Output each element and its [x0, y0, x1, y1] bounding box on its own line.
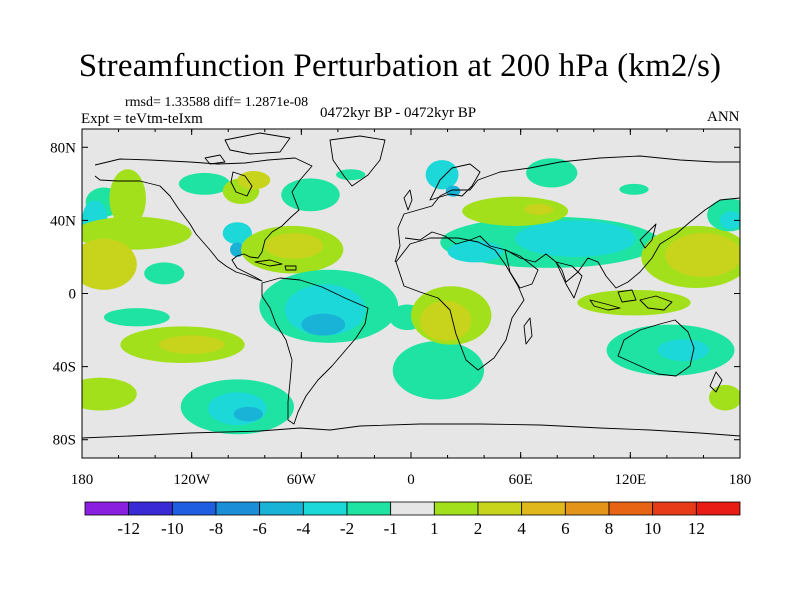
x-tick-label: 120E [614, 472, 646, 488]
colorbar-swatch [564, 501, 610, 516]
contour-region-44 [657, 339, 709, 362]
colorbar-label: 8 [605, 519, 614, 538]
contour-region-38 [577, 289, 691, 316]
x-tick-label: 180 [729, 472, 752, 488]
experiment-label: Expt = teVtm-teIxm [81, 111, 203, 127]
x-tick-label: 180 [71, 472, 94, 488]
contour-region-19 [103, 308, 170, 327]
colorbar-label: -8 [209, 519, 223, 538]
contour-region-34 [515, 220, 636, 257]
contour-region-7 [178, 172, 231, 195]
contour-region-42 [719, 211, 740, 230]
x-tick-label: 60W [287, 472, 317, 488]
colorbar-label: 4 [517, 519, 526, 538]
contour-region-25 [82, 377, 137, 411]
colorbar: -12 -10 -8 -6 -4 -2 -1 1 2 4 6 8 10 12 [84, 501, 741, 538]
colorbar-label: 12 [688, 519, 705, 538]
season-label: ANN [707, 109, 740, 125]
contour-region-24 [158, 335, 225, 354]
colorbar-swatch [128, 501, 173, 516]
contour-region-35 [447, 240, 503, 263]
period-label: 0472kyr BP - 0472kyr BP [320, 105, 477, 121]
colorbar-swatch [695, 501, 741, 516]
contour-region-14 [144, 262, 185, 285]
colorbar-label: 1 [430, 519, 439, 538]
y-tick-label: 0 [69, 287, 77, 303]
colorbar-label: 10 [644, 519, 661, 538]
colorbar-swatch [259, 501, 304, 516]
contour-region-40 [665, 233, 740, 278]
colorbar-swatch [84, 501, 130, 516]
x-tick-label: 120W [173, 472, 211, 488]
colorbar-label: -4 [296, 519, 311, 538]
colorbar-swatch [521, 501, 566, 516]
colorbar-swatch [171, 501, 217, 516]
contour-region-10 [281, 178, 340, 212]
contour-region-9 [237, 171, 271, 190]
contour-region-15 [222, 222, 252, 245]
colorbar-label: -12 [117, 519, 140, 538]
contour-region-16 [230, 242, 245, 257]
colorbar-swatch [390, 501, 435, 516]
contour-region-4 [619, 183, 649, 195]
contour-region-28 [233, 406, 263, 422]
colorbar-swatch [652, 501, 697, 516]
axes: 180 120W 60W 0 60E 120E 180 80N 40N 0 40S 80S [50, 129, 751, 488]
colorbar-swatch [215, 501, 261, 516]
colorbar-label: -2 [340, 519, 354, 538]
colorbar-swatch [608, 501, 654, 516]
x-tick-label: 60E [509, 472, 533, 488]
colorbar-label: -1 [384, 519, 398, 538]
contour-region-45 [708, 384, 740, 411]
y-tick-label: 40S [53, 360, 76, 376]
y-tick-label: 80N [50, 140, 76, 156]
contour-region-22 [301, 313, 346, 336]
coastlines [82, 132, 740, 439]
colorbar-swatch [346, 501, 392, 516]
x-tick-label: 0 [407, 472, 415, 488]
contour-region-37 [524, 203, 554, 215]
colorbar-label: 6 [561, 519, 570, 538]
contour-region-18 [264, 233, 324, 259]
stats-label: rmsd= 1.33588 diff= 1.2871e-08 [125, 95, 309, 110]
colorbar-swatch [477, 501, 523, 516]
y-tick-label: 80S [53, 433, 76, 449]
contour-region-1 [425, 160, 459, 190]
colorbar-label: 2 [474, 519, 483, 538]
contour-region-0 [526, 158, 578, 188]
colorbar-label: -10 [161, 519, 184, 538]
colorbar-swatch [302, 501, 348, 516]
contour-region-13 [82, 238, 137, 290]
contour-region-32 [420, 300, 472, 342]
chart-title: Streamfunction Perturbation at 200 hPa (… [78, 48, 722, 84]
contour-region-36 [462, 196, 569, 226]
colorbar-label: -6 [253, 519, 267, 538]
contour-region-6 [109, 169, 146, 228]
contour-region-3 [336, 169, 366, 181]
contour-region-29 [392, 341, 485, 400]
y-tick-label: 40N [50, 213, 76, 229]
contour-fill-layer [82, 158, 740, 435]
colorbar-swatch [433, 501, 479, 516]
